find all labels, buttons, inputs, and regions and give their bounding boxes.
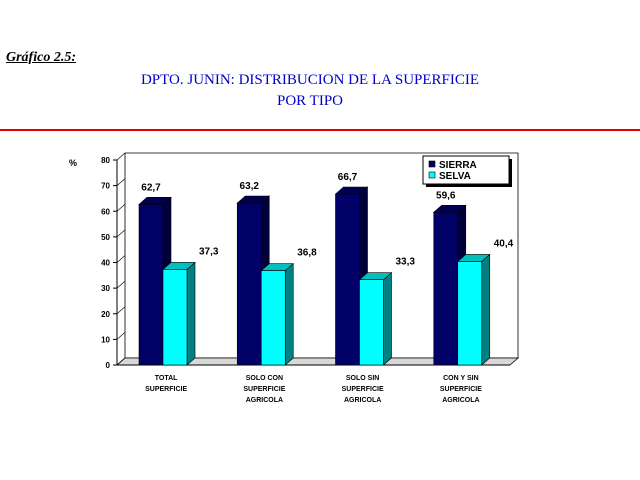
legend-swatch-sierra [428,160,436,168]
bar-sierra [236,202,262,366]
x-tick-label: AGRICOLA [344,397,381,404]
y-tick-label: 40 [101,259,110,268]
y-tick-depth [116,332,126,340]
bar-selva-side [186,261,196,366]
x-tick-label: SUPERFICIE [440,386,482,393]
x-tick-label: AGRICOLA [442,397,479,404]
x-tick-label: SOLO CON [246,375,283,382]
y-tick-label: 80 [101,156,110,165]
y-tick-label: 70 [101,182,110,191]
bar-selva [162,269,188,366]
y-tick-label: 50 [101,233,110,242]
data-label-selva: 36,8 [297,248,317,259]
legend-swatch-selva [428,171,436,179]
y-tick-depth [116,204,126,212]
y-tick-label: 60 [101,207,110,216]
bar-selva-side [383,272,392,366]
data-label-sierra: 62,7 [141,182,161,193]
bar-sierra [433,211,459,366]
y-tick-depth [116,255,126,263]
bar-sierra [138,204,164,366]
y-tick-label: 0 [106,361,111,370]
y-tick-depth [116,280,126,289]
x-tick-label: CON Y SIN [443,375,479,382]
bar-sierra [335,193,360,366]
y-tick-depth [116,152,126,161]
data-label-sierra: 66,7 [338,172,358,183]
y-tick-label: 20 [101,310,110,319]
figure-label: Gráfico 2.5: [6,50,76,65]
chart-title-line1: DPTO. JUNIN: DISTRIBUCION DE LA SUPERFIC… [140,72,480,88]
y-tick-depth [116,178,126,186]
title-divider [0,129,640,131]
legend-label-sierra: SIERRA [439,160,477,171]
x-tick-label: TOTAL [155,375,178,382]
data-label-sierra: 59,6 [436,190,456,201]
data-label-sierra: 63,2 [240,181,260,192]
x-tick-label: SUPERFICIE [342,386,384,393]
x-tick-label: SUPERFICIE [145,386,187,393]
bar-selva [359,279,384,366]
bar-selva-side [284,263,294,366]
legend-label-selva: SELVA [439,171,471,182]
y-axis-label: % [69,158,77,168]
y-tick-label: 30 [101,284,110,293]
y-tick-depth [116,357,126,366]
y-tick-label: 10 [101,335,110,344]
x-tick-label: SUPERFICIE [243,386,285,393]
legend [422,155,510,185]
bar-selva [260,270,286,366]
data-label-selva: 33,3 [396,257,416,268]
x-tick-label: SOLO SIN [346,375,379,382]
bar-selva-side [481,253,491,366]
data-label-selva: 37,3 [199,246,219,257]
y-tick-depth [116,229,126,238]
bar-selva [457,261,483,366]
y-tick-depth [116,306,126,314]
x-tick-label: AGRICOLA [246,397,283,404]
chart-title-line2: POR TIPO [277,93,343,109]
data-label-selva: 40,4 [494,238,514,249]
